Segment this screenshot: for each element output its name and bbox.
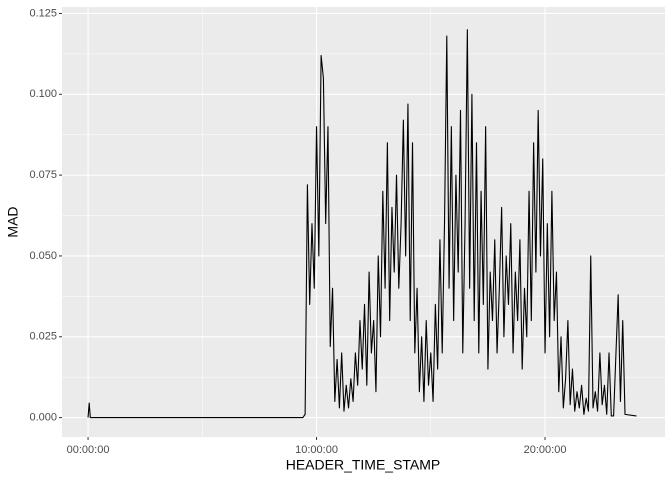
panel (62, 7, 665, 437)
x-axis-title: HEADER_TIME_STAMP (286, 457, 441, 473)
y-tick-label: 0.000 (29, 412, 57, 424)
x-tick-label: 10:00:00 (295, 444, 338, 456)
x-tick-label: 00:00:00 (67, 444, 110, 456)
x-tick-label: 20:00:00 (524, 444, 567, 456)
y-tick-label: 0.125 (29, 7, 57, 19)
y-tick-label: 0.050 (29, 250, 57, 262)
y-tick-label: 0.075 (29, 169, 57, 181)
y-tick-label: 0.025 (29, 331, 57, 343)
y-axis-title: MAD (5, 206, 21, 237)
y-tick-label: 0.100 (29, 88, 57, 100)
data-line (87, 29, 637, 419)
